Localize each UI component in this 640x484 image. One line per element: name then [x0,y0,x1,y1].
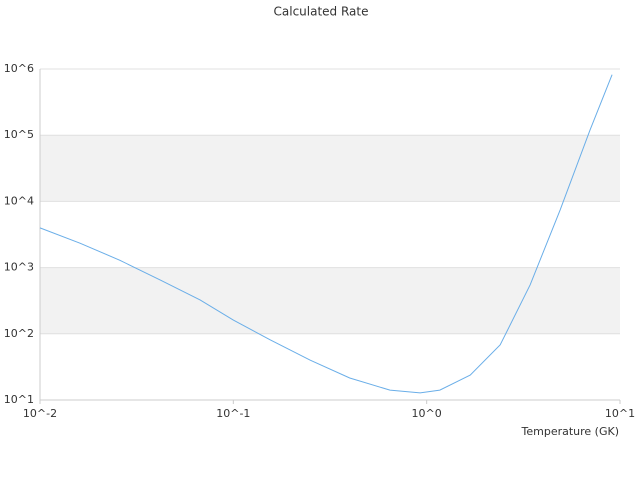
y-tick-label: 10^5 [4,128,34,141]
x-tick-label: 10^-1 [216,407,250,420]
x-tick-label: 10^1 [605,407,635,420]
y-tick-label: 10^1 [4,393,34,406]
x-tick-label: 10^0 [412,407,442,420]
data-line [39,74,613,394]
grid-band [40,135,620,202]
y-tick-label: 10^6 [4,62,34,75]
y-tick-label: 10^4 [4,194,34,207]
x-axis-label: Temperature (GK) [521,425,620,438]
y-tick-label: 10^3 [4,261,34,274]
y-tick-label: 10^2 [4,327,34,340]
grid-band [40,267,620,334]
x-tick-label: 10^-2 [23,407,57,420]
chart-title: Calculated Rate [274,5,369,19]
